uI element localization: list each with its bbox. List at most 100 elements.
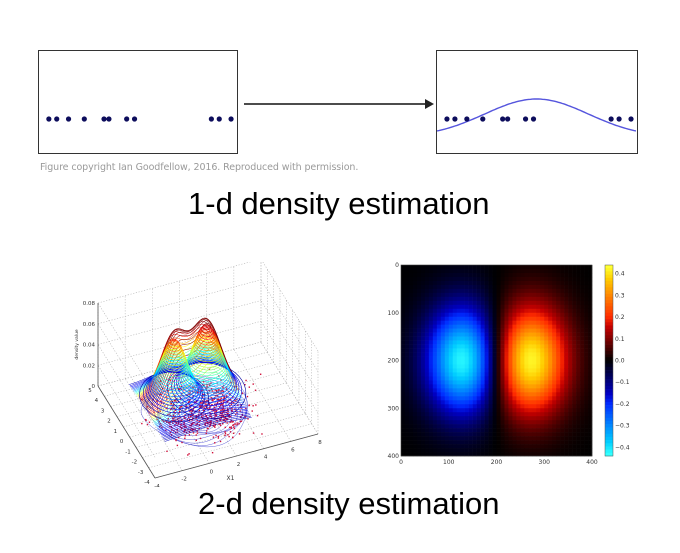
heatmap-cell: [508, 372, 513, 377]
heatmap-cell: [584, 356, 589, 361]
colorbar-step: [605, 440, 613, 444]
heatmap-cell: [448, 412, 454, 417]
sample-dot: [252, 405, 254, 407]
heatmap-cell: [512, 428, 517, 433]
heatmap-cell: [528, 452, 533, 457]
heatmap-cell: [512, 368, 517, 373]
heatmap-cell: [452, 364, 458, 369]
heatmap-cell: [436, 420, 442, 425]
back-wall-grid-h: [97, 279, 262, 325]
heatmap-cell: [488, 316, 493, 322]
sample-dot: [216, 391, 219, 393]
colorbar-tick-label: 0.1: [615, 336, 625, 343]
heatmap-cell: [492, 324, 497, 329]
heatmap-cell: [508, 312, 513, 318]
heatmap-cell: [472, 324, 477, 329]
heatmap-cell: [532, 420, 537, 425]
heatmap-cell: [408, 404, 414, 409]
sample-dot: [205, 432, 207, 435]
sample-dot: [172, 422, 174, 424]
heatmap-cell: [412, 392, 418, 397]
sample-dot: [177, 421, 180, 423]
heatmap-cell: [572, 328, 577, 333]
heatmap-cell: [540, 412, 545, 417]
heatmap-cell: [440, 320, 446, 325]
heatmap-cell: [444, 404, 450, 409]
heatmap-cell: [436, 276, 442, 282]
heatmap-cell: [484, 368, 489, 373]
heatmap-cell: [532, 376, 537, 381]
heatmap-cell: [516, 356, 521, 361]
heatmap-cell: [401, 360, 406, 365]
heatmap-cell: [540, 312, 545, 318]
heatmap-cell: [580, 344, 585, 349]
heatmap-cell: [540, 420, 545, 425]
sample-dot: [188, 393, 190, 395]
sample-point-5: [505, 116, 511, 122]
heatmap-cell: [520, 448, 525, 453]
heatmap-cell: [448, 344, 454, 349]
sample-dot: [245, 407, 247, 410]
heatmap-cell: [412, 424, 418, 429]
heatmap-cell: [524, 392, 529, 397]
heatmap-cell: [420, 316, 426, 322]
heatmap-cell: [576, 408, 581, 413]
heatmap-cell: [504, 308, 509, 314]
sample-dot: [220, 397, 223, 399]
heatmap-cell: [520, 272, 525, 278]
heatmap-cell: [588, 448, 593, 453]
heatmap-cell: [436, 412, 442, 417]
heatmap-cell: [476, 360, 481, 365]
heatmap-cell: [460, 332, 465, 337]
heatmap-cell: [588, 352, 593, 357]
heatmap-cell: [452, 280, 458, 286]
heatmap-cell: [464, 408, 469, 413]
heatmap-cell: [436, 368, 442, 373]
heatmap-cell: [448, 348, 454, 353]
heatmap-cell: [404, 280, 410, 286]
heatmap-cell: [416, 408, 422, 413]
heatmap-cell: [468, 340, 473, 345]
sample-dot: [205, 415, 208, 418]
heatmap-cell: [492, 320, 497, 325]
heatmap-cell: [560, 352, 565, 357]
sample-dot: [236, 423, 238, 426]
heatmap-cell: [516, 268, 521, 274]
heatmap-cell: [504, 388, 509, 393]
heatmap-cell: [408, 384, 414, 389]
heatmap-cell: [540, 432, 545, 437]
z-tick-label: 0.08: [83, 301, 96, 307]
floor-grid-y: [142, 413, 306, 458]
heatmap-cell: [432, 392, 438, 397]
sample-dot: [179, 410, 181, 413]
heatmap-cell: [496, 348, 501, 353]
heatmap-cell: [404, 304, 410, 310]
heatmap-cell: [528, 308, 533, 314]
heatmap-cell: [460, 372, 465, 377]
heatmap-cell: [552, 424, 557, 429]
heatmap-cell: [496, 288, 501, 294]
heatmap-cell: [428, 372, 434, 377]
heatmap-cell: [440, 400, 446, 405]
colorbar-step: [605, 452, 613, 457]
heatmap-cell: [564, 440, 569, 445]
heatmap-cell: [440, 356, 446, 361]
heatmap-cell: [560, 432, 565, 437]
heatmap-cell: [536, 288, 541, 294]
heatmap-cell: [492, 300, 497, 306]
sample-dot: [169, 423, 171, 426]
sample-dot: [232, 432, 235, 434]
heatmap-cell: [504, 324, 509, 329]
sample-dot: [220, 412, 222, 414]
heatmap-cell: [448, 284, 454, 290]
heatmap-cell: [520, 440, 525, 445]
sample-dot: [215, 389, 218, 392]
heatmap-cell: [428, 344, 434, 349]
sample-dot: [175, 398, 177, 401]
heatmap-cell: [572, 424, 577, 429]
sample-dot: [221, 413, 223, 415]
sample-dot: [191, 414, 194, 416]
heatmap-cell: [588, 384, 593, 389]
heatmap-cell: [584, 432, 589, 437]
heatmap-cell: [484, 384, 489, 389]
